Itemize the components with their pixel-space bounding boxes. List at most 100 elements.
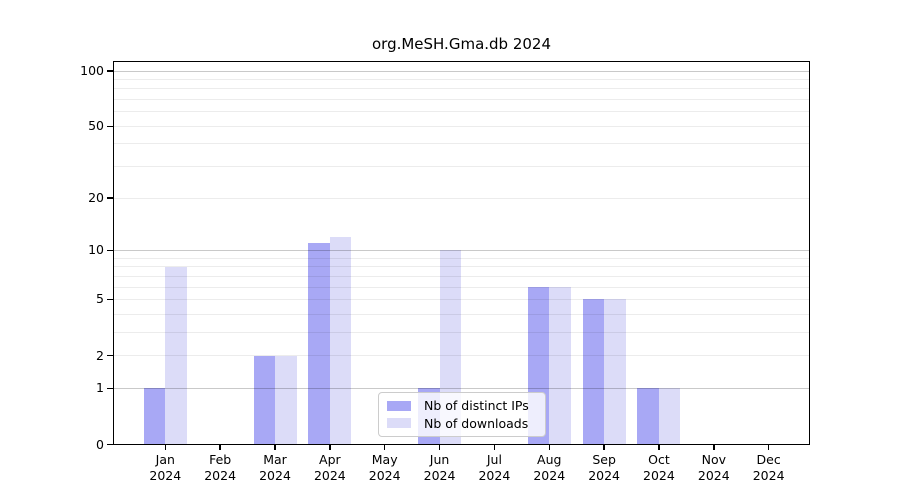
y-tick-label: 2: [96, 347, 104, 363]
minor-gridline: [114, 99, 809, 101]
y-tick-label: 1: [96, 380, 104, 396]
y-tick-label: 10: [88, 242, 104, 258]
x-tick-label-feb: Feb 2024: [188, 452, 252, 483]
minor-gridline: [114, 197, 809, 199]
major-gridline: [114, 387, 809, 389]
x-tick-label-aug: Aug 2024: [517, 452, 581, 483]
legend-item-distinct-ips: Nb of distinct IPs: [387, 398, 537, 413]
legend-label-distinct-ips: Nb of distinct IPs: [424, 398, 529, 414]
legend: Nb of distinct IPs Nb of downloads: [378, 392, 546, 437]
y-tick-mark: [107, 298, 113, 301]
legend-label-downloads: Nb of downloads: [424, 415, 529, 431]
x-tick-label-jul: Jul 2024: [462, 452, 526, 483]
year-label: 2024: [423, 467, 456, 483]
x-tick-label-nov: Nov 2024: [682, 452, 746, 483]
x-tick-mark: [603, 444, 605, 450]
year-label: 2024: [149, 467, 182, 483]
month-label: Feb: [209, 452, 232, 467]
x-tick-mark: [383, 444, 386, 450]
year-label: 2024: [697, 467, 730, 483]
x-tick-label-jan: Jan 2024: [133, 452, 197, 483]
year-label: 2024: [588, 467, 620, 483]
y-tick-mark: [107, 443, 113, 446]
year-label: 2024: [533, 467, 566, 483]
bar-distinct-ips-mar: [253, 355, 275, 444]
bar-distinct-ips-sep: [582, 299, 605, 444]
month-label: Nov: [701, 452, 726, 467]
minor-gridline: [114, 166, 809, 168]
bar-distinct-ips-oct: [637, 388, 659, 444]
minor-gridline: [114, 143, 809, 145]
bar-downloads-jan: [165, 266, 187, 444]
legend-item-downloads: Nb of downloads: [387, 416, 537, 431]
month-label: Jun: [429, 452, 450, 467]
month-label: Apr: [319, 452, 341, 467]
x-tick-mark: [493, 444, 496, 450]
year-label: 2024: [368, 467, 401, 483]
y-tick-label: 100: [80, 63, 104, 78]
minor-gridline: [114, 111, 809, 113]
x-tick-mark: [658, 444, 660, 450]
x-tick-label-may: May 2024: [353, 452, 417, 483]
minor-gridline: [114, 88, 809, 90]
x-tick-mark: [164, 444, 167, 450]
month-label: Aug: [537, 452, 562, 467]
major-gridline: [114, 249, 809, 251]
y-tick-mark: [107, 354, 113, 357]
month-label: Mar: [263, 452, 287, 467]
x-tick-mark: [329, 444, 331, 450]
x-tick-mark: [548, 444, 550, 450]
x-tick-label-mar: Mar 2024: [243, 452, 307, 483]
y-tick-label: 50: [88, 118, 104, 134]
y-tick-mark: [107, 387, 113, 390]
y-tick-label: 20: [88, 190, 104, 206]
minor-gridline: [114, 355, 809, 357]
y-tick-mark: [107, 125, 113, 128]
x-tick-mark: [438, 444, 441, 450]
minor-gridline: [114, 298, 809, 300]
minor-gridline: [114, 331, 809, 333]
x-tick-mark: [767, 444, 770, 450]
x-tick-label-apr: Apr 2024: [298, 452, 362, 483]
minor-gridline: [114, 125, 809, 127]
bar-downloads-apr: [329, 236, 352, 444]
y-tick-label: 0: [96, 436, 104, 452]
major-gridline: [114, 70, 809, 72]
legend-swatch-distinct-ips: [387, 400, 411, 412]
x-tick-mark: [274, 444, 276, 450]
minor-gridline: [114, 78, 809, 80]
x-tick-mark: [219, 444, 221, 450]
bar-downloads-mar: [275, 355, 297, 444]
minor-gridline: [114, 313, 809, 315]
x-tick-label-dec: Dec 2024: [737, 452, 801, 483]
y-tick-mark: [107, 70, 113, 72]
year-label: 2024: [204, 467, 237, 483]
legend-swatch-downloads: [387, 417, 411, 429]
x-tick-label-sep: Sep 2024: [572, 452, 636, 483]
month-label: Jan: [155, 452, 175, 467]
y-tick-label: 5: [96, 291, 104, 307]
x-tick-label-jun: Jun 2024: [408, 452, 472, 483]
year-label: 2024: [478, 467, 511, 483]
minor-gridline: [114, 286, 809, 288]
chart-title: org.MeSH.Gma.db 2024: [371, 35, 552, 53]
month-label: Jul: [486, 452, 502, 467]
minor-gridline: [114, 266, 809, 268]
year-label: 2024: [313, 467, 346, 483]
bar-distinct-ips-apr: [308, 243, 330, 444]
month-label: Sep: [592, 452, 616, 467]
bar-downloads-oct: [658, 388, 681, 444]
year-label: 2024: [259, 467, 291, 483]
bar-distinct-ips-jan: [143, 388, 166, 444]
minor-gridline: [114, 275, 809, 277]
month-label: May: [371, 452, 398, 467]
month-label: Dec: [756, 452, 781, 467]
y-tick-mark: [107, 249, 113, 252]
minor-gridline: [114, 257, 809, 259]
x-tick-label-oct: Oct 2024: [627, 452, 691, 483]
x-tick-mark: [713, 444, 715, 450]
month-label: Oct: [648, 452, 670, 467]
bar-downloads-sep: [604, 299, 626, 444]
year-label: 2024: [643, 467, 675, 483]
